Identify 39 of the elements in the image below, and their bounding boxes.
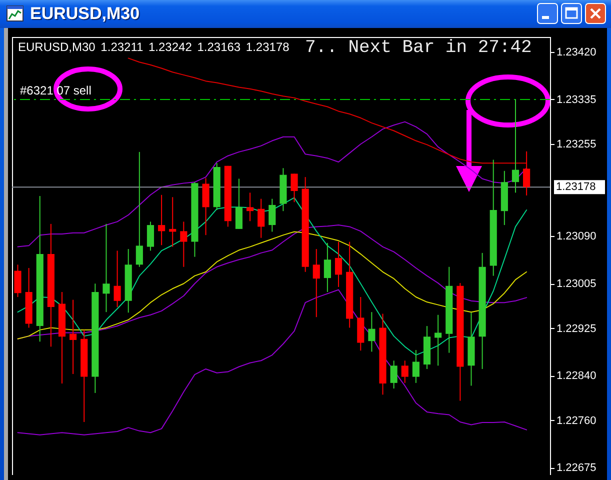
candlestick xyxy=(246,192,254,222)
candlestick xyxy=(146,221,154,252)
candlestick xyxy=(202,178,210,236)
chart-title: EURUSD,M30 xyxy=(30,4,140,24)
candlestick xyxy=(334,241,342,288)
candlestick xyxy=(312,248,320,318)
candlestick xyxy=(235,178,243,230)
ref-line-label: 1.23178 xyxy=(556,181,596,194)
candlestick xyxy=(512,98,520,194)
y-tick-label: 1.23255 xyxy=(556,138,596,151)
candlestick xyxy=(412,350,420,384)
candlestick xyxy=(324,242,331,292)
candlestick xyxy=(401,360,408,384)
candlestick xyxy=(523,150,530,196)
line-series xyxy=(17,289,528,436)
candlestick xyxy=(390,360,398,390)
candlestick xyxy=(368,312,376,352)
y-tick-label: 1.22925 xyxy=(556,322,596,335)
candlestick xyxy=(158,194,166,246)
y-tick-label: 1.23090 xyxy=(556,230,596,243)
chart-subtitle: EURUSD,M30 1.23211 1.23242 1.23163 1.23178 xyxy=(18,40,290,54)
candlestick xyxy=(114,250,121,308)
y-tick-label: 1.23420 xyxy=(556,46,596,59)
y-tick-label: 1.23005 xyxy=(556,278,596,290)
candlestick xyxy=(434,314,442,366)
candlestick xyxy=(102,223,110,313)
line-series xyxy=(128,58,528,164)
candlestick xyxy=(136,151,143,268)
candlestick xyxy=(258,198,265,238)
candlestick xyxy=(290,173,298,203)
y-tick-label: 1.22760 xyxy=(556,414,596,427)
candlestick xyxy=(14,264,22,298)
candlestick xyxy=(70,299,77,375)
candlestick xyxy=(180,221,188,268)
y-tick-label: 1.22840 xyxy=(556,370,596,382)
candlestick xyxy=(268,198,276,232)
y-tick-label: 1.23335 xyxy=(556,94,596,106)
annotation: 7.. Next Bar in 27:42 xyxy=(305,37,532,59)
y-tick-label: 1.22675 xyxy=(556,462,596,474)
